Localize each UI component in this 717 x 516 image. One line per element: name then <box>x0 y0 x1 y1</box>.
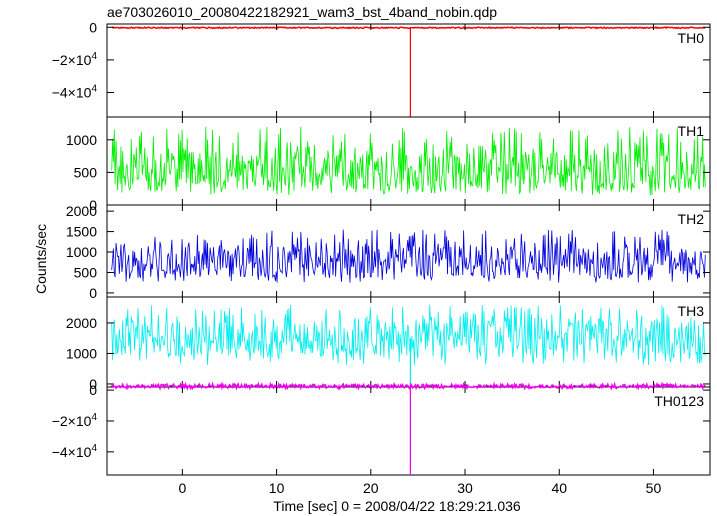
y-tick-label: 1000 <box>66 244 97 260</box>
panel-th2: 0 500 1000 1500 2000 TH2 <box>66 203 711 301</box>
panel-label-th0123: TH0123 <box>654 393 704 409</box>
y-tick-label: 0 <box>89 382 97 398</box>
x-tick-label: 10 <box>269 480 285 496</box>
series-line-th2 <box>111 229 706 283</box>
chart-title: ae703026010_20080422182921_wam3_bst_4ban… <box>107 4 497 20</box>
y-tick-exponent: 4 <box>91 84 97 95</box>
panel-th1: 0 500 1000 TH1 <box>66 116 711 213</box>
panel-frame <box>106 23 711 118</box>
y-tick-label: −2×104 <box>52 51 98 68</box>
y-axis-label: Counts/sec <box>33 224 49 294</box>
y-tick-exponent: 4 <box>91 412 97 423</box>
y-tick-label: 0 <box>89 376 97 392</box>
panel-label-th0: TH0 <box>678 30 705 46</box>
panel-frame <box>106 386 711 476</box>
y-tick-exponent: 4 <box>91 443 97 454</box>
y-tick-label: 2000 <box>66 315 97 331</box>
series-line-th0123 <box>111 381 706 391</box>
series-line-th1 <box>111 126 706 196</box>
y-tick-mantissa: −4×10 <box>52 85 92 101</box>
y-tick-label: 1500 <box>66 224 97 240</box>
y-tick-label: 500 <box>74 164 98 180</box>
y-tick-label: 0 <box>89 285 97 301</box>
x-tick-label: 30 <box>457 480 473 496</box>
panel-label-th2: TH2 <box>678 211 705 227</box>
y-tick-label: 1000 <box>66 345 97 361</box>
x-tick-label: 40 <box>551 480 567 496</box>
panels: 0−2×104−4×104TH005001000TH10500100015002… <box>52 19 711 496</box>
y-tick-label: −2×104 <box>52 412 98 429</box>
x-axis-label: Time [sec] 0 = 2008/04/22 18:29:21.036 <box>273 498 521 514</box>
y-tick-label: 0 <box>89 19 97 35</box>
panel-th3: 0 1000 2000 TH3 <box>66 296 711 392</box>
y-tick-mantissa: −4×10 <box>52 444 92 460</box>
y-tick-mantissa: −2×10 <box>52 52 92 68</box>
y-tick-label: −4×104 <box>52 84 98 101</box>
panel-label-th3: TH3 <box>678 303 705 319</box>
series-line-th0 <box>111 26 706 30</box>
series-line-th3 <box>111 304 706 366</box>
y-tick-label: 0 <box>89 197 97 213</box>
y-tick-label: 2000 <box>66 203 97 219</box>
y-tick-mantissa: −2×10 <box>52 413 92 429</box>
x-tick-label: 0 <box>178 480 186 496</box>
panel-label-th1: TH1 <box>678 123 705 139</box>
x-tick-label: 50 <box>646 480 662 496</box>
x-tick-label: 20 <box>363 480 379 496</box>
y-tick-label: 1000 <box>66 132 97 148</box>
y-tick-label: 500 <box>74 264 98 280</box>
y-tick-exponent: 4 <box>91 51 97 62</box>
y-tick-label: −4×104 <box>52 443 98 460</box>
